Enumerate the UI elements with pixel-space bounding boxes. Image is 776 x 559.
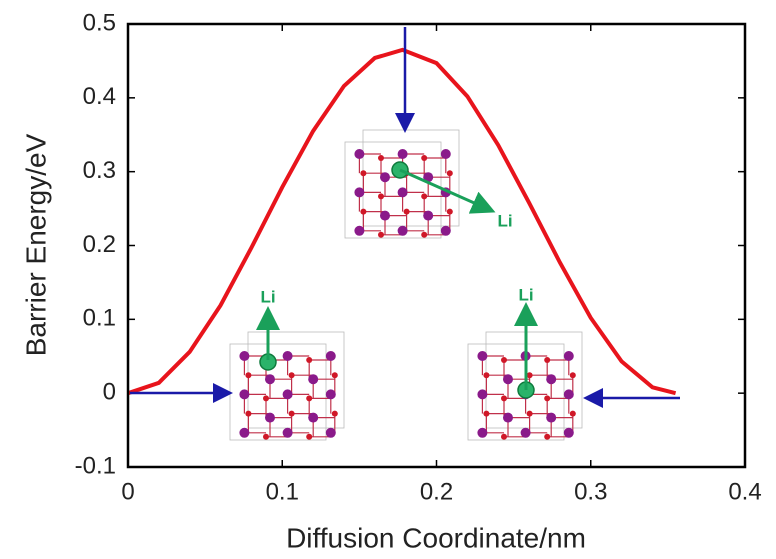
atom <box>331 410 338 417</box>
y-tick-label: 0.3 <box>83 157 116 184</box>
atom <box>421 231 428 238</box>
y-tick-label: 0.2 <box>83 231 116 258</box>
x-tick-label: 0.4 <box>728 478 761 505</box>
atom <box>325 389 336 400</box>
atom <box>563 351 574 361</box>
atom <box>501 357 507 363</box>
atom <box>288 372 295 379</box>
atom <box>563 427 574 438</box>
atom <box>440 149 451 159</box>
atom <box>526 372 533 379</box>
atom <box>446 208 453 215</box>
y-tick-label: 0.4 <box>83 83 116 110</box>
atom <box>239 389 250 400</box>
atom <box>308 374 319 385</box>
x-tick-label: 0.3 <box>574 478 607 505</box>
atom <box>477 389 488 400</box>
plot-frame <box>126 22 747 469</box>
plot <box>126 22 747 469</box>
atom <box>360 208 367 215</box>
atom <box>423 172 434 183</box>
atom <box>503 374 513 385</box>
atom <box>288 410 295 417</box>
atom <box>245 372 252 379</box>
atom <box>331 372 338 379</box>
y-tick-label: 0.5 <box>83 9 116 36</box>
atom <box>503 412 513 423</box>
annotation: Li <box>497 211 512 230</box>
atom <box>563 389 574 400</box>
atom <box>306 433 313 440</box>
atom <box>483 410 490 417</box>
line <box>127 47 677 396</box>
atom <box>282 351 293 361</box>
atom <box>501 433 507 440</box>
atom <box>397 187 408 198</box>
atom <box>378 155 384 161</box>
atom <box>378 193 384 200</box>
annotation: Li <box>518 285 533 304</box>
arrow <box>399 168 496 214</box>
atom <box>325 351 336 361</box>
x-tick-label: 0.1 <box>266 478 299 505</box>
atom <box>544 395 551 402</box>
atom <box>569 372 576 379</box>
crystal-box <box>344 141 442 239</box>
atom <box>378 231 384 238</box>
atom <box>354 225 365 236</box>
atom <box>265 412 275 423</box>
atom <box>526 410 533 417</box>
annotation: Li <box>260 287 275 306</box>
atom <box>569 410 576 417</box>
atom <box>380 172 390 183</box>
atom <box>423 210 434 221</box>
atom <box>544 357 551 363</box>
crystal-box <box>467 343 565 441</box>
x-tick-label: 0 <box>121 478 134 505</box>
y-tick-label: -0.1 <box>75 452 116 479</box>
atom <box>263 395 269 402</box>
atom <box>397 225 408 236</box>
atom <box>440 225 451 236</box>
y-axis-label: Barrier Energy/eV <box>20 133 51 356</box>
atom <box>354 149 365 159</box>
atom <box>306 395 313 402</box>
atom <box>421 155 428 161</box>
y-tick-label: 0.1 <box>83 305 116 332</box>
atom <box>446 170 453 177</box>
atom <box>282 427 293 438</box>
atom <box>501 395 507 402</box>
atom <box>360 170 367 177</box>
atom <box>263 433 269 440</box>
atom <box>403 208 410 215</box>
atom <box>483 372 490 379</box>
atom <box>546 412 557 423</box>
atom <box>477 351 488 361</box>
atom <box>306 357 313 363</box>
atom <box>265 374 275 385</box>
atom <box>477 427 488 438</box>
x-tick-label: 0.2 <box>420 478 453 505</box>
atom <box>544 433 551 440</box>
atom <box>239 351 250 361</box>
atom <box>325 427 336 438</box>
atom <box>354 187 365 198</box>
atom <box>421 193 428 200</box>
atom <box>239 427 250 438</box>
atom <box>520 427 531 438</box>
atom <box>546 374 557 385</box>
x-axis-label: Diffusion Coordinate/nm <box>286 522 586 553</box>
atom <box>282 389 293 400</box>
atom <box>397 149 408 159</box>
atom <box>308 412 319 423</box>
atom <box>245 410 252 417</box>
y-tick-label: 0 <box>103 379 116 406</box>
atom <box>380 210 390 221</box>
